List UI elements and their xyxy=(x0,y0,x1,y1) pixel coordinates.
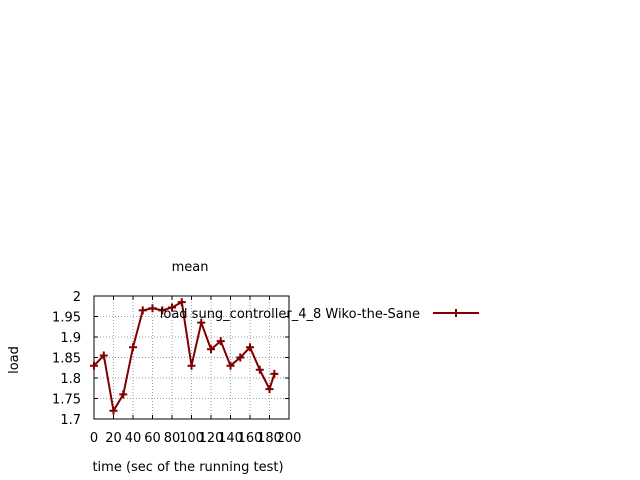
x-tick-label: 80 xyxy=(164,431,181,446)
data-point-marker xyxy=(99,351,108,360)
x-axis-label: time (sec of the running test) xyxy=(92,460,283,475)
data-point-marker xyxy=(158,306,167,315)
data-point-marker xyxy=(207,345,215,354)
data-point-marker xyxy=(246,343,254,352)
data-point-marker xyxy=(148,304,157,313)
data-point-marker xyxy=(255,365,264,374)
y-tick-label: 1.8 xyxy=(60,372,81,387)
x-tick-label: 40 xyxy=(125,431,142,446)
y-tick-label: 2 xyxy=(73,290,81,305)
data-point-marker xyxy=(197,318,206,327)
data-point-marker xyxy=(90,361,98,370)
data-point-marker xyxy=(119,390,128,399)
x-tick-label: 160 xyxy=(238,431,263,446)
series-line xyxy=(93,300,276,414)
data-point-marker xyxy=(138,306,147,315)
data-point-marker xyxy=(265,385,274,394)
data-point-marker xyxy=(168,303,176,312)
x-tick-label: 20 xyxy=(105,431,122,446)
data-point-marker xyxy=(236,353,245,362)
y-tick-label: 1.95 xyxy=(52,311,81,326)
data-point-marker xyxy=(270,369,279,378)
y-tick-label: 1.85 xyxy=(52,352,81,367)
y-tick-label: 1.9 xyxy=(60,331,81,346)
data-point-marker xyxy=(129,343,137,352)
y-tick-label: 1.7 xyxy=(60,413,81,428)
x-tick-label: 180 xyxy=(257,431,282,446)
y-axis-label: load xyxy=(7,346,22,374)
data-point-marker xyxy=(177,298,186,307)
data-point-marker xyxy=(187,361,196,370)
x-tick-label: 140 xyxy=(218,431,243,446)
legend-label: load sung_controller_4_8 Wiko-the-Sane xyxy=(160,307,420,322)
series-group xyxy=(90,298,279,415)
legend-marker xyxy=(452,309,460,317)
x-tick-label: 0 xyxy=(90,431,98,446)
data-point-marker xyxy=(216,337,225,346)
x-tick-label: 60 xyxy=(144,431,161,446)
x-tick-label: 120 xyxy=(199,431,224,446)
data-point-marker xyxy=(109,406,118,415)
legend: load sung_controller_4_8 Wiko-the-Sane xyxy=(160,307,479,322)
y-tick-label: 1.75 xyxy=(52,393,81,408)
data-point-marker xyxy=(226,361,235,370)
chart-title: mean xyxy=(172,260,209,275)
x-tick-label: 200 xyxy=(277,431,302,446)
x-tick-label: 100 xyxy=(179,431,204,446)
